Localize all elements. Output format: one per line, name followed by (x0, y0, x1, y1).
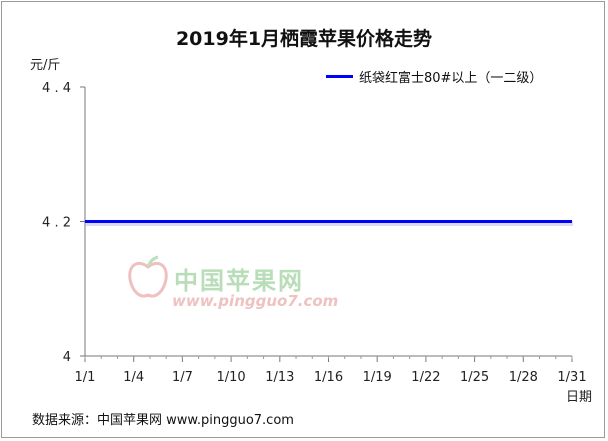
watermark-url: www.pingguo7.com (172, 292, 339, 310)
x-tick-label: 1/25 (460, 370, 489, 385)
x-tick-label: 1/31 (557, 370, 586, 385)
y-tick-label: 4 (63, 350, 71, 365)
legend-label: 纸袋红富士80#以上（一二级） (359, 70, 543, 86)
x-tick-label: 1/13 (265, 370, 294, 385)
y-tick-label: 4 . 2 (42, 216, 71, 231)
legend-swatch (326, 74, 353, 78)
x-tick-label: 1/1 (75, 370, 96, 385)
data-source: 数据来源：中国苹果网 www.pingguo7.com (32, 413, 294, 428)
legend: 纸袋红富士80#以上（一二级） (326, 67, 543, 86)
watermark-name: 中国苹果网 (174, 267, 304, 295)
chart-title: 2019年1月栖霞苹果价格走势 (175, 28, 433, 50)
x-axis-label: 日期 (566, 390, 593, 405)
y-axis-label: 元/斤 (30, 58, 61, 73)
x-tick-label: 1/10 (216, 370, 245, 385)
x-tick-label: 1/7 (172, 370, 193, 385)
apple-logo-icon (128, 255, 168, 305)
x-tick-label: 1/22 (411, 370, 440, 385)
x-tick-label: 1/28 (509, 370, 538, 385)
y-tick-label: 4 . 4 (42, 81, 71, 96)
x-tick-label: 1/16 (314, 370, 343, 385)
x-tick-label: 1/19 (363, 370, 392, 385)
x-tick-label: 1/4 (123, 370, 144, 385)
